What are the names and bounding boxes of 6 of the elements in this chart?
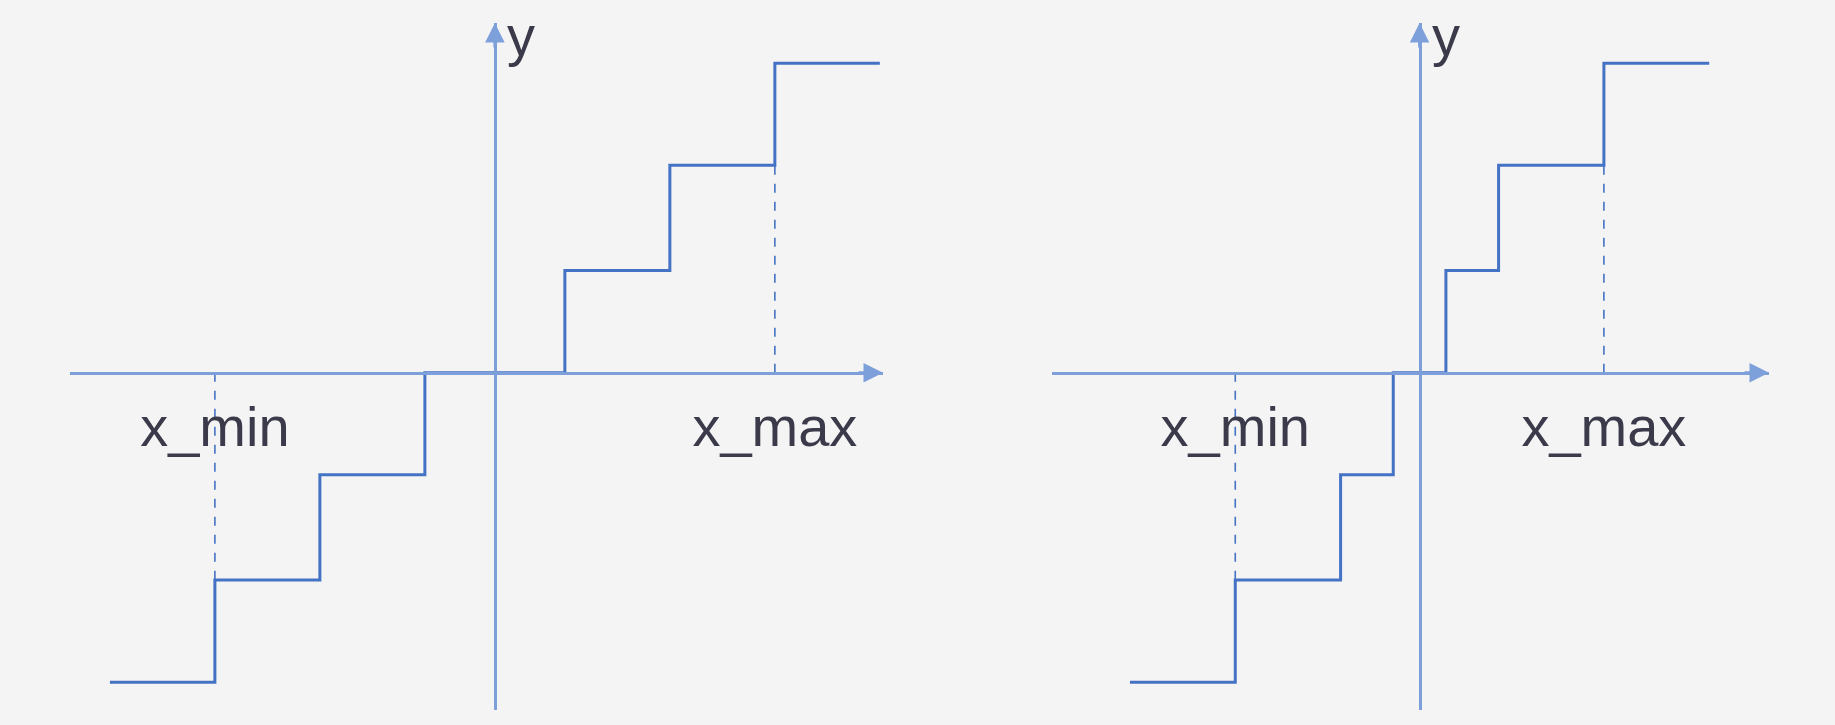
x-tick-label: x_min [140, 394, 290, 458]
y-axis-title: y [1432, 4, 1460, 67]
y-axis-title: y [507, 4, 535, 67]
x-tick-label: x_max [692, 394, 858, 458]
x-tick-label: x_min [1160, 394, 1310, 458]
x-tick-label: x_max [1521, 394, 1687, 458]
